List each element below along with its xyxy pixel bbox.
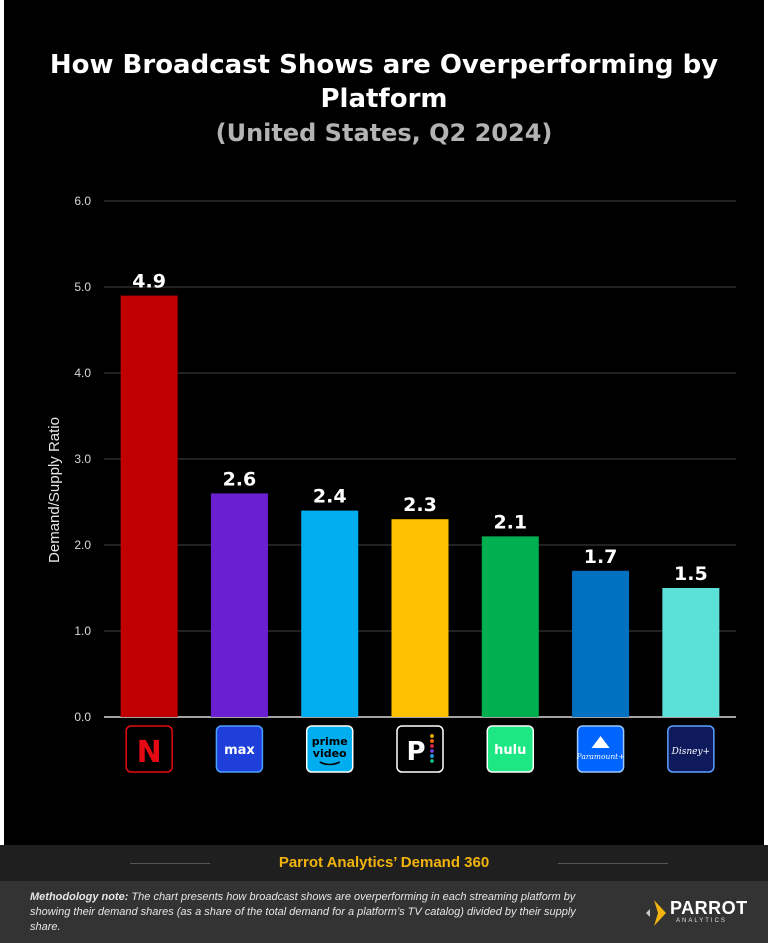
chart-title: How Broadcast Shows are Overperforming b… (49, 50, 719, 114)
peacock-dot (430, 749, 434, 753)
methodology-text: The chart presents how broadcast shows a… (30, 891, 576, 933)
prime-smile-icon (319, 761, 341, 766)
max-logo-icon: max (224, 743, 255, 758)
platform-logo-tile (215, 725, 264, 773)
data-label: 4.9 (132, 271, 166, 293)
platform-logo-tile (667, 725, 715, 773)
prime-video-logo-icon: prime (312, 735, 348, 748)
footer-divider-right (558, 863, 668, 864)
peacock-dot (430, 734, 434, 738)
peacock-logo-icon: P (406, 737, 425, 767)
peacock-dot (430, 744, 434, 748)
data-label: 1.5 (674, 563, 708, 585)
bar (391, 519, 449, 717)
bar (120, 295, 178, 717)
bar (572, 570, 630, 717)
y-axis-label: Demand/Supply Ratio (46, 417, 63, 563)
hulu-logo-icon: hulu (494, 743, 526, 758)
netflix-logo-icon: N (137, 735, 162, 770)
y-tick-label: 1.0 (74, 624, 91, 638)
bar (210, 493, 268, 717)
data-label: 2.6 (223, 468, 257, 490)
y-tick-label: 3.0 (74, 452, 91, 466)
prime-video-logo-text: video (313, 747, 347, 760)
chart-subtitle: (United States, Q2 2024) (215, 119, 553, 147)
paramount-mountain-icon (591, 736, 610, 748)
paramount-logo-icon: Paramount+ (576, 752, 625, 761)
y-tick-label: 2.0 (74, 538, 91, 552)
y-tick-label: 0.0 (74, 710, 91, 724)
peacock-dot (430, 739, 434, 743)
methodology-label: Methodology note: (30, 891, 129, 903)
peacock-dot (430, 759, 434, 763)
methodology-band (0, 881, 768, 943)
platform-logo-tile (125, 725, 173, 773)
parrot-analytics-logo: PARROT ANALYTICS (640, 896, 750, 932)
platform-logo-tile (305, 725, 354, 773)
data-label: 2.3 (403, 494, 437, 516)
logo-subtext: ANALYTICS (676, 918, 727, 924)
bar-chart: 0.0 1.0 2.0 3.0 4.0 5.0 6.0 Demand/Supply Ratio… (46, 194, 736, 773)
bar (481, 536, 539, 717)
y-tick-label: 5.0 (74, 280, 91, 294)
source-label: Parrot Analytics’ Demand 360 (278, 854, 490, 871)
peacock-dot (430, 754, 434, 758)
bar (301, 510, 359, 717)
platform-logo-tile (576, 725, 625, 773)
logo-wordmark: PARROT (670, 898, 748, 918)
footer-divider-left (130, 863, 210, 864)
data-label: 1.7 (584, 546, 618, 568)
parrot-logo-icon (646, 900, 666, 926)
methodology-note: Methodology note: The chart presents how… (30, 890, 605, 935)
data-label: 2.1 (493, 511, 527, 533)
y-tick-label: 6.0 (74, 194, 91, 208)
data-label: 2.4 (313, 486, 347, 508)
bar (662, 588, 720, 717)
platform-logo-tile (486, 725, 535, 773)
disney-plus-logo-icon: Disney+ (671, 747, 710, 757)
y-tick-label: 4.0 (74, 366, 91, 380)
